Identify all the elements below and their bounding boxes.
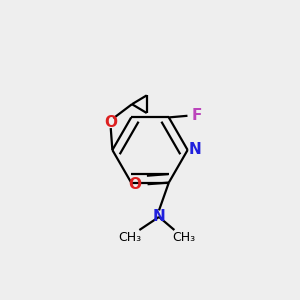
Text: F: F — [192, 108, 202, 123]
Text: N: N — [188, 142, 201, 158]
Text: CH₃: CH₃ — [118, 231, 141, 244]
Text: O: O — [104, 115, 117, 130]
Text: O: O — [129, 177, 142, 192]
Text: N: N — [153, 209, 165, 224]
Text: CH₃: CH₃ — [172, 231, 196, 244]
